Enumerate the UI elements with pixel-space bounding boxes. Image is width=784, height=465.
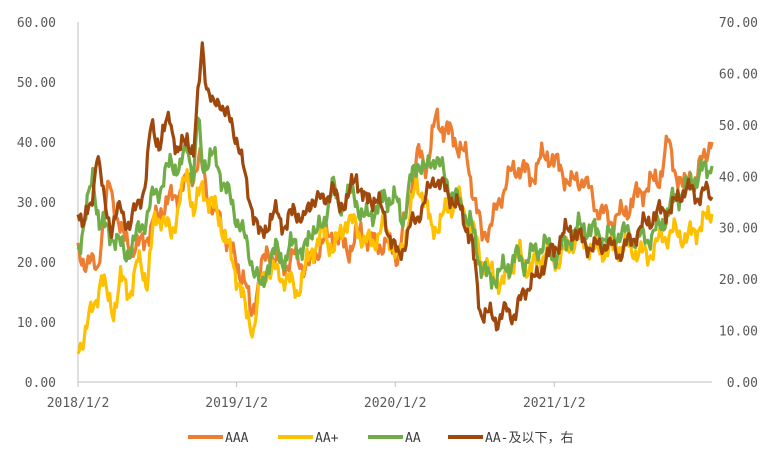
- y-right-tick-label: 0.00: [727, 376, 758, 391]
- y-right-tick-label: 60.00: [719, 67, 758, 82]
- y-right-tick-label: 50.00: [719, 119, 758, 134]
- y-right-tick-label: 30.00: [719, 222, 758, 237]
- legend: AAA AA+ AA AA-及以下，右: [188, 431, 573, 446]
- y-right-tick-label: 10.00: [719, 325, 758, 340]
- series-lines: [76, 41, 714, 355]
- x-tick-label: 2018/1/2: [47, 396, 110, 411]
- y-left-tick-label: 60.00: [17, 16, 56, 31]
- x-tick-label: 2019/1/2: [205, 396, 268, 411]
- series-line: [76, 41, 714, 332]
- legend-label: AA: [405, 431, 421, 446]
- y-left-tick-label: 40.00: [17, 136, 56, 151]
- series-line: [76, 107, 714, 317]
- axes: 0.00 10.00 20.00 30.00 40.00 50.00 60.00 0.00 10…: [17, 16, 758, 411]
- y-left-tick-label: 10.00: [17, 316, 56, 331]
- legend-label: AAA: [225, 431, 249, 446]
- y-left-tick-label: 50.00: [17, 76, 56, 91]
- y-left-tick-label: 0.00: [25, 376, 56, 391]
- x-tick-label: 2020/1/2: [364, 396, 427, 411]
- series-line: [76, 168, 714, 355]
- legend-label: AA-及以下，右: [485, 431, 573, 446]
- y-right-tick-label: 20.00: [719, 273, 758, 288]
- y-right-tick-label: 40.00: [719, 170, 758, 185]
- y-left-tick-label: 20.00: [17, 256, 56, 271]
- y-right-tick-label: 70.00: [719, 16, 758, 31]
- legend-label: AA+: [315, 431, 339, 446]
- y-left-tick-label: 30.00: [17, 196, 56, 211]
- x-tick-label: 2021/1/2: [523, 396, 586, 411]
